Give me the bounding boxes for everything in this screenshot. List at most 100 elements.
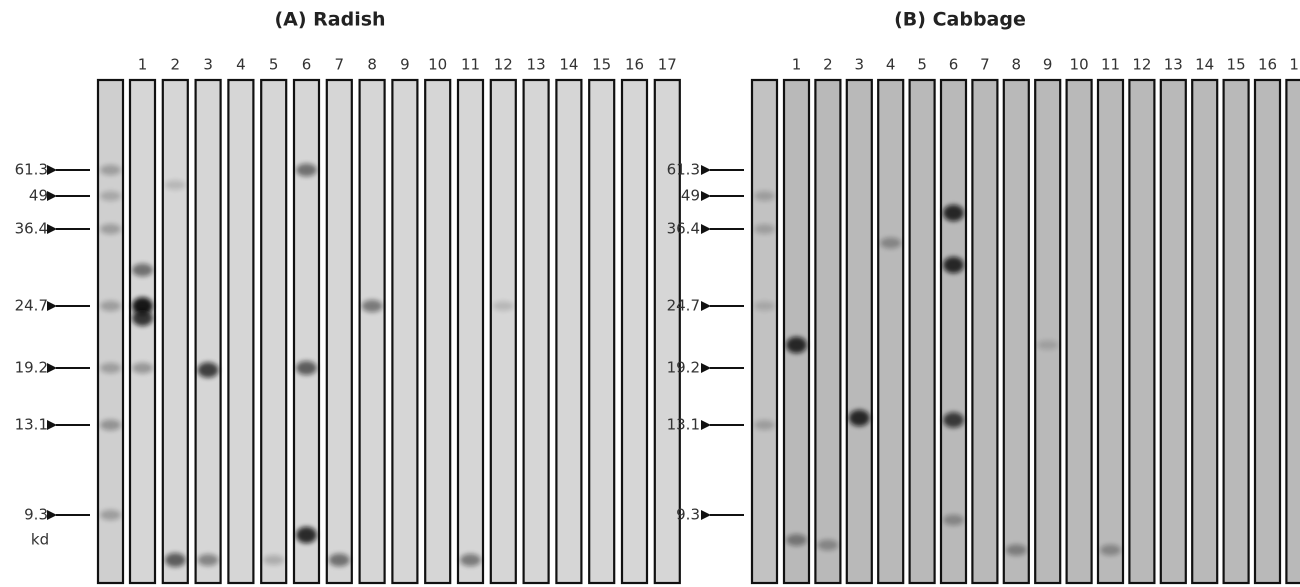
- marker-label: 9.3: [676, 506, 700, 524]
- band: [493, 301, 514, 311]
- lane-label: 5: [269, 56, 279, 74]
- band: [1100, 545, 1121, 556]
- lane-label: 8: [1012, 56, 1022, 74]
- lane-strip: [392, 80, 417, 583]
- lane-label: 7: [980, 56, 990, 74]
- lane-label: 10: [428, 56, 447, 74]
- band: [132, 264, 153, 277]
- lane-strip: [1129, 80, 1154, 583]
- lane-label: 2: [823, 56, 833, 74]
- lane-strip: [458, 80, 483, 583]
- lane-label: 16: [1258, 56, 1277, 74]
- band: [132, 363, 153, 374]
- band: [100, 301, 121, 312]
- band: [943, 205, 964, 222]
- band: [1006, 544, 1027, 556]
- lane-label: 8: [367, 56, 377, 74]
- lane-strip: [524, 80, 549, 583]
- lane-strip: [425, 80, 450, 583]
- band: [849, 410, 870, 427]
- lane-label: 11: [461, 56, 480, 74]
- marker-strip: [752, 80, 777, 583]
- lane-strip: [622, 80, 647, 583]
- lane-strip: [130, 80, 155, 583]
- band: [100, 191, 121, 201]
- marker-label: 9.3: [24, 506, 48, 524]
- band: [100, 165, 121, 176]
- lane-strip: [163, 80, 188, 583]
- marker-label: 36.4: [15, 220, 48, 238]
- lane-label: 1: [792, 56, 802, 74]
- marker-label: 24.7: [15, 297, 48, 315]
- band: [754, 420, 775, 430]
- lane-label: 5: [917, 56, 927, 74]
- band: [296, 361, 317, 375]
- lane-label: 6: [949, 56, 959, 74]
- lane-strip: [261, 80, 286, 583]
- lane-label: 15: [1227, 56, 1246, 74]
- marker-label: 24.7: [667, 297, 700, 315]
- band: [786, 534, 807, 546]
- band: [754, 191, 775, 201]
- band: [100, 363, 121, 374]
- panel-title: (B) Cabbage: [894, 9, 1026, 31]
- band: [817, 540, 838, 551]
- lane-strip: [1035, 80, 1060, 583]
- lane-strip: [294, 80, 319, 583]
- marker-label: 19.2: [667, 359, 700, 377]
- lane-label: 13: [1164, 56, 1183, 74]
- lane-strip: [941, 80, 966, 583]
- band: [100, 510, 121, 521]
- marker-label: 13.1: [667, 416, 700, 434]
- lane-strip: [1224, 80, 1249, 583]
- band: [198, 362, 219, 378]
- band: [100, 420, 121, 431]
- band: [880, 238, 901, 249]
- lane-label: 10: [1070, 56, 1089, 74]
- band: [786, 337, 807, 354]
- marker-label: 19.2: [15, 359, 48, 377]
- lane-strip: [196, 80, 221, 583]
- lane-strip: [815, 80, 840, 583]
- marker-label: 36.4: [667, 220, 700, 238]
- lane-strip: [1192, 80, 1217, 583]
- lane-strip: [972, 80, 997, 583]
- lane-label: 14: [1195, 56, 1214, 74]
- marker-strip: [98, 80, 123, 583]
- lane-strip: [589, 80, 614, 583]
- lane-strip: [1286, 80, 1300, 583]
- lane-label: 9: [400, 56, 410, 74]
- band: [100, 224, 121, 235]
- lane-label: 14: [559, 56, 578, 74]
- lane-label: 4: [236, 56, 246, 74]
- band: [754, 224, 775, 234]
- lane-strip: [784, 80, 809, 583]
- lane-strip: [1255, 80, 1280, 583]
- lane-label: 13: [527, 56, 546, 74]
- band: [329, 554, 350, 567]
- band: [165, 180, 186, 190]
- lane-label: 16: [625, 56, 644, 74]
- marker-label: 13.1: [15, 416, 48, 434]
- band: [263, 555, 284, 565]
- lane-strip: [228, 80, 253, 583]
- band: [198, 554, 219, 566]
- lane-label: 11: [1101, 56, 1120, 74]
- unit-label: kd: [31, 531, 49, 549]
- band: [943, 515, 964, 526]
- panel-title: (A) Radish: [274, 9, 385, 31]
- figure: (A) Radish (B) Cabbage 12345678910111213…: [0, 0, 1300, 587]
- lane-label: 17: [658, 56, 677, 74]
- lane-strip: [910, 80, 935, 583]
- lane-strip: [1067, 80, 1092, 583]
- lane-label: 7: [335, 56, 345, 74]
- lane-label: 17: [1289, 56, 1300, 74]
- band: [1037, 340, 1058, 350]
- lane-strip: [878, 80, 903, 583]
- marker-label: 49: [681, 187, 700, 205]
- band: [943, 412, 964, 428]
- band: [296, 164, 317, 177]
- lane-strip: [1098, 80, 1123, 583]
- band: [460, 554, 481, 567]
- band: [362, 300, 383, 313]
